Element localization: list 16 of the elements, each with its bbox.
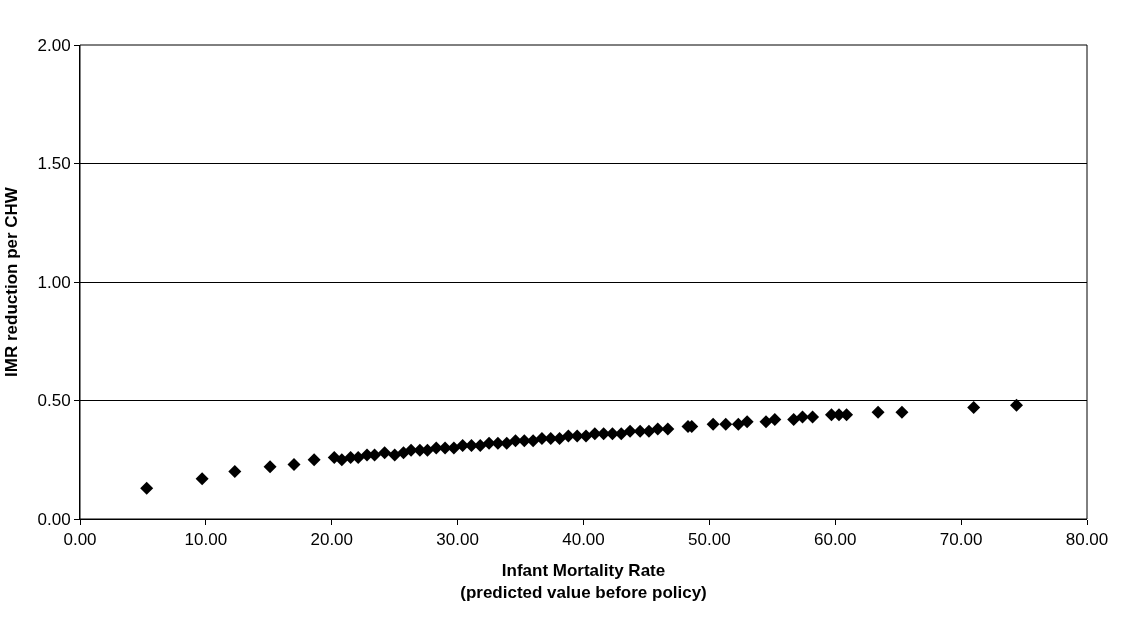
x-tick-label: 40.00 <box>562 530 605 550</box>
x-tick-label: 0.00 <box>63 530 97 550</box>
y-axis-title: IMR reduction per CHW <box>2 186 22 377</box>
y-tick-label: 2.00 <box>37 35 71 55</box>
x-tick-label: 20.00 <box>310 530 354 550</box>
y-tick-label: 0.50 <box>37 391 71 411</box>
x-tick-label: 60.00 <box>813 530 857 550</box>
x-axis-title: Infant Mortality Rate (predicted value before policy) <box>460 560 707 602</box>
x-tick-label: 70.00 <box>939 530 983 550</box>
x-tick-label: 30.00 <box>436 530 479 550</box>
y-tick-label: 0.00 <box>37 509 71 529</box>
x-tick-label: 80.00 <box>1065 530 1109 550</box>
x-tick-label: 10.00 <box>184 530 228 550</box>
x-tick-label: 50.00 <box>688 530 731 550</box>
y-tick-label: 1.50 <box>37 154 71 174</box>
y-tick-label: 1.00 <box>37 272 71 292</box>
